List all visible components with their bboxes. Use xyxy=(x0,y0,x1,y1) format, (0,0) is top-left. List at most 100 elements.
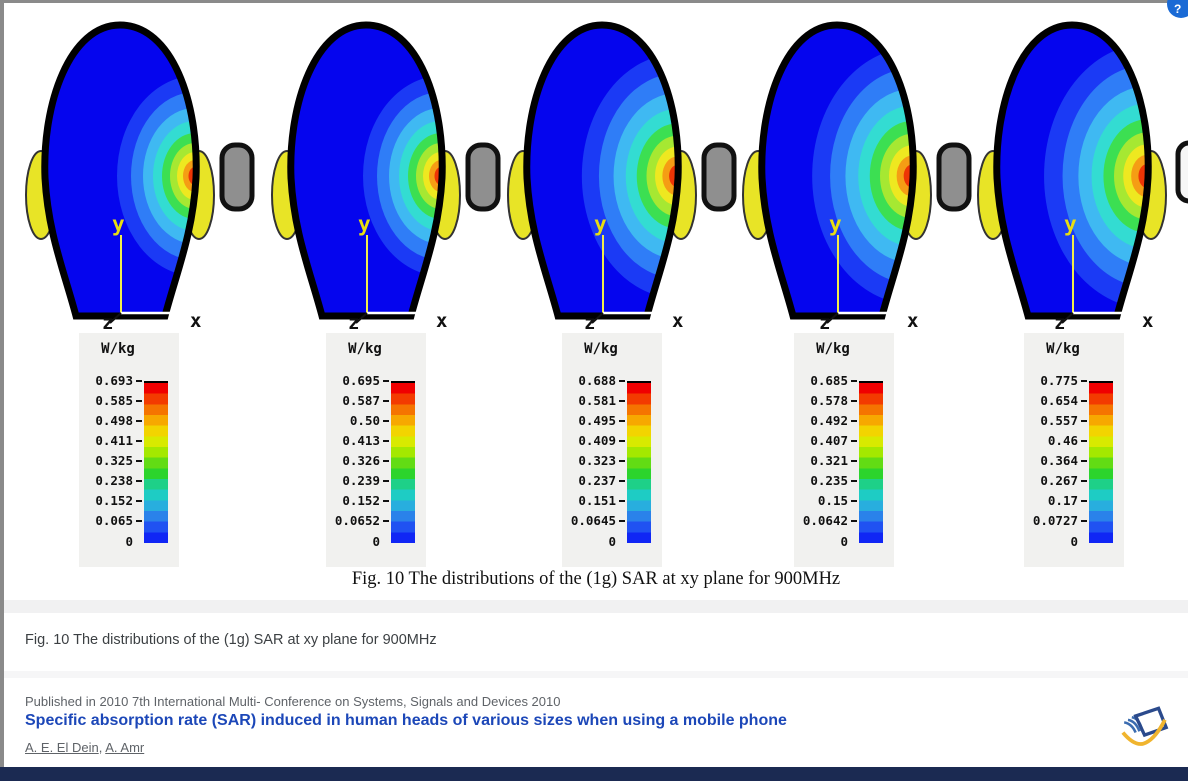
colorbar-tick xyxy=(619,420,625,422)
figure-caption-text: Fig. 10 The distributions of the (1g) SA… xyxy=(25,632,437,648)
x-axis-label: x xyxy=(436,310,447,332)
paper-title-link[interactable]: Specific absorption rate (SAR) induced i… xyxy=(25,712,787,729)
y-axis-label: y xyxy=(829,212,842,236)
x-axis-label: x xyxy=(1142,310,1153,332)
z-axis-label: z xyxy=(348,312,359,333)
sar-head-map: y z x xyxy=(25,21,255,333)
colorbar-tick xyxy=(383,400,389,402)
colorbar-tick xyxy=(1081,520,1087,522)
colorbar-panel: W/kg 0.688 0.581 0.495 0.409 0.323 0.237 0.151 0… xyxy=(562,333,662,567)
phone-icon xyxy=(701,142,737,212)
colorbar-gradient xyxy=(859,381,883,543)
colorbar-tick xyxy=(1081,380,1087,382)
colorbar-tick-label: 0.498 xyxy=(95,413,133,428)
colorbar-tick-label: 0.688 xyxy=(578,373,616,388)
colorbar-tick xyxy=(383,460,389,462)
colorbar-tick xyxy=(383,480,389,482)
colorbar-tick-label: 0.326 xyxy=(342,453,380,468)
colorbar-tick xyxy=(851,460,857,462)
sar-unit-label: W/kg xyxy=(348,341,382,357)
colorbar-tick xyxy=(619,520,625,522)
colorbar-tick-label: 0.685 xyxy=(810,373,848,388)
colorbar-tick xyxy=(1081,400,1087,402)
sar-head-map: y z x xyxy=(977,21,1188,333)
colorbar-tick xyxy=(619,440,625,442)
colorbar-tick xyxy=(136,500,142,502)
colorbar-tick-label: 0.0727 xyxy=(1032,513,1078,528)
colorbar-tick-label: 0.0652 xyxy=(334,513,380,528)
sar-unit-label: W/kg xyxy=(1046,341,1080,357)
colorbar-tick-label: 0.407 xyxy=(810,433,848,448)
colorbar-zero-label: 0 xyxy=(1070,534,1078,549)
phone-icon xyxy=(465,142,501,212)
colorbar-tick-label: 0.321 xyxy=(810,453,848,468)
colorbar-tick xyxy=(619,400,625,402)
colorbar-zero-label: 0 xyxy=(125,534,133,549)
colorbar-tick xyxy=(136,440,142,442)
sar-head-map: y z x xyxy=(507,21,737,333)
sar-unit-label: W/kg xyxy=(584,341,618,357)
colorbar-tick xyxy=(136,460,142,462)
colorbar-tick-label: 0.235 xyxy=(810,473,848,488)
section-divider xyxy=(4,600,1188,613)
colorbar-tick-label: 0.578 xyxy=(810,393,848,408)
colorbar-panel: W/kg 0.693 0.585 0.498 0.411 0.325 0.238 0.152 0… xyxy=(79,333,179,567)
colorbar-panel: W/kg 0.695 0.587 0.50 0.413 0.326 0.239 0.152 0.… xyxy=(326,333,426,567)
colorbar-tick-label: 0.693 xyxy=(95,373,133,388)
z-axis-label: z xyxy=(584,312,595,333)
colorbar-tick-label: 0.267 xyxy=(1040,473,1078,488)
colorbar-tick xyxy=(1081,500,1087,502)
author-link[interactable]: A. E. El Dein xyxy=(25,740,99,755)
x-axis-label: x xyxy=(672,310,683,332)
colorbar-tick xyxy=(136,480,142,482)
sar-head-map: y z x xyxy=(742,21,972,333)
help-icon: ? xyxy=(1174,2,1182,16)
z-axis-label: z xyxy=(819,312,830,333)
colorbar-tick-label: 0.413 xyxy=(342,433,380,448)
colorbar-tick-label: 0.325 xyxy=(95,453,133,468)
colorbar-zero-label: 0 xyxy=(608,534,616,549)
colorbar-tick xyxy=(383,380,389,382)
help-button[interactable]: ? xyxy=(1167,0,1188,18)
colorbar-tick xyxy=(136,400,142,402)
colorbar-tick xyxy=(383,440,389,442)
semantic-scholar-logo-icon[interactable] xyxy=(1114,702,1170,758)
z-axis-label: z xyxy=(102,312,113,333)
figure-canvas: Fig. 10 The distributions of the (1g) SA… xyxy=(4,3,1188,600)
colorbar-tick xyxy=(136,520,142,522)
colorbar-tick-label: 0.152 xyxy=(95,493,133,508)
phone-icon xyxy=(219,142,255,212)
colorbar-tick xyxy=(851,500,857,502)
colorbar-tick-label: 0.364 xyxy=(1040,453,1078,468)
colorbar-tick-label: 0.495 xyxy=(578,413,616,428)
colorbar-tick xyxy=(851,520,857,522)
colorbar-tick-label: 0.0645 xyxy=(570,513,616,528)
colorbar-tick-label: 0.151 xyxy=(578,493,616,508)
z-axis-label: z xyxy=(1054,312,1065,333)
colorbar-tick-label: 0.50 xyxy=(349,413,380,428)
colorbar-tick xyxy=(619,380,625,382)
colorbar-tick-label: 0.15 xyxy=(817,493,848,508)
colorbar-tick-label: 0.411 xyxy=(95,433,133,448)
colorbar-tick-label: 0.409 xyxy=(578,433,616,448)
author-link[interactable]: A. Amr xyxy=(105,740,145,755)
colorbar-tick-label: 0.585 xyxy=(95,393,133,408)
colorbar-panel: W/kg 0.685 0.578 0.492 0.407 0.321 0.235 0.15 0.… xyxy=(794,333,894,567)
top-border xyxy=(0,0,1188,3)
colorbar-tick-label: 0.695 xyxy=(342,373,380,388)
colorbar-tick xyxy=(1081,440,1087,442)
bottom-bar xyxy=(0,767,1188,781)
colorbar-tick xyxy=(851,380,857,382)
author-separator: , xyxy=(98,740,106,755)
colorbar-tick xyxy=(619,480,625,482)
colorbar-tick xyxy=(1081,460,1087,462)
colorbar-tick xyxy=(383,500,389,502)
colorbar-tick xyxy=(851,400,857,402)
left-border xyxy=(0,3,4,767)
figure-caption-embedded: Fig. 10 The distributions of the (1g) SA… xyxy=(351,569,841,589)
colorbar-tick-label: 0.587 xyxy=(342,393,380,408)
sar-unit-label: W/kg xyxy=(816,341,850,357)
colorbar-zero-label: 0 xyxy=(840,534,848,549)
colorbar-tick xyxy=(619,500,625,502)
